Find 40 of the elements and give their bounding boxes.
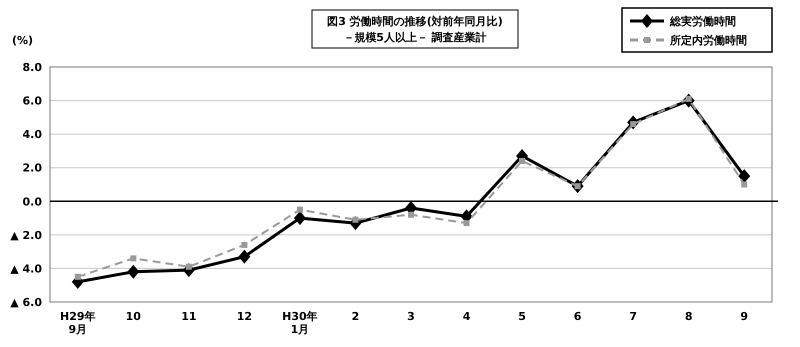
y-tick-label: ▲ 4.0 bbox=[10, 262, 42, 276]
x-tick-label: 3 bbox=[407, 310, 415, 323]
point bbox=[241, 242, 248, 248]
x-tick-label: 12 bbox=[236, 310, 252, 323]
x-tick-label: 7 bbox=[629, 310, 637, 323]
point bbox=[741, 182, 748, 188]
legend-label: 総実労働時間 bbox=[669, 15, 736, 28]
x-tick-label: 6 bbox=[574, 310, 582, 323]
x-tick-label: H30年 1月 bbox=[282, 310, 318, 336]
chart-title: 図3 労働時間の推移(対前年同月比) bbox=[327, 15, 503, 28]
x-tick-label: H29年 9月 bbox=[60, 310, 96, 336]
point bbox=[127, 264, 140, 279]
x-tick-label: 10 bbox=[126, 310, 142, 323]
y-tick-label: 4.0 bbox=[22, 128, 42, 142]
y-tick-label: 8.0 bbox=[22, 61, 42, 74]
x-tick-label: 9 bbox=[740, 310, 748, 323]
x-tick-label: 4 bbox=[462, 310, 471, 323]
legend-label: 所定内労働時間 bbox=[669, 34, 747, 47]
x-tick-label: 5 bbox=[518, 310, 526, 323]
point bbox=[738, 169, 750, 184]
point bbox=[464, 220, 470, 226]
y-tick-label: ▲ 2.0 bbox=[10, 228, 42, 242]
chart-subtitle: －規模5人以上－ 調査産業計 bbox=[343, 31, 487, 44]
x-tick-label: 11 bbox=[181, 310, 196, 323]
y-tick-label: 6.0 bbox=[22, 94, 42, 108]
y-tick-label: ▲ 6.0 bbox=[10, 296, 42, 309]
point bbox=[294, 211, 306, 226]
point bbox=[130, 255, 136, 262]
point bbox=[186, 264, 192, 270]
y-axis-title: (%) bbox=[12, 34, 34, 47]
point bbox=[519, 158, 526, 164]
point bbox=[238, 250, 250, 264]
y-tick-label: 2.0 bbox=[22, 162, 42, 175]
x-tick-label: 8 bbox=[684, 310, 693, 323]
point bbox=[352, 216, 358, 223]
point bbox=[296, 206, 303, 213]
y-tick-label: 0.0 bbox=[22, 195, 42, 208]
x-tick-label: 2 bbox=[352, 310, 360, 323]
point bbox=[408, 212, 414, 218]
point bbox=[74, 274, 81, 280]
